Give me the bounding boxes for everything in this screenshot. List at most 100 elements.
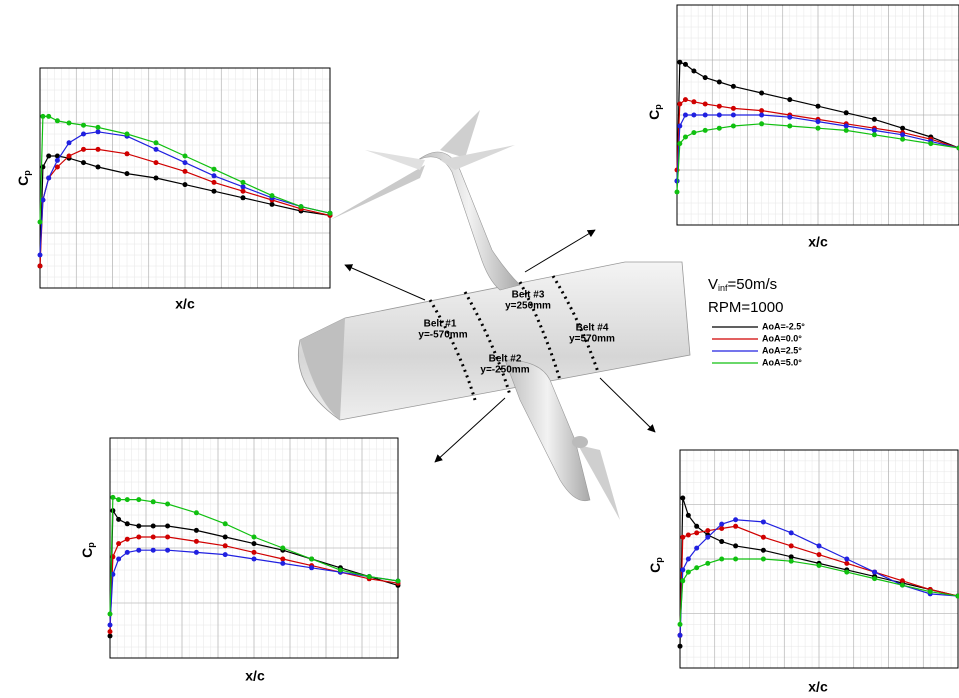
cp-point: [844, 110, 849, 115]
cp-point: [212, 167, 217, 172]
cp-point: [717, 104, 722, 109]
cp-point: [761, 519, 766, 524]
cp-point: [108, 634, 113, 639]
belt-name: Belt #1: [424, 319, 457, 330]
cp-point: [223, 535, 228, 540]
belt-name: Belt #4: [576, 323, 609, 334]
cp-point: [136, 497, 141, 502]
cp-point: [165, 548, 170, 553]
cp-point: [125, 171, 130, 176]
cp-point: [165, 535, 170, 540]
cp-point: [680, 495, 685, 500]
cp-point: [678, 644, 683, 649]
cp-point: [731, 106, 736, 111]
cp-point: [817, 543, 822, 548]
cp-point: [678, 622, 683, 627]
cp-point: [717, 80, 722, 85]
cp-point: [125, 497, 130, 502]
cp-point: [759, 113, 764, 118]
cp-point: [55, 158, 60, 163]
cp-point: [241, 195, 246, 200]
cp-point: [683, 97, 688, 102]
cp-point: [705, 561, 710, 566]
belt-name: Belt #3: [512, 290, 545, 301]
cp-point: [183, 169, 188, 174]
cp-point: [928, 589, 933, 594]
cp-point: [38, 264, 43, 269]
cp-point: [731, 84, 736, 89]
cp-point: [789, 554, 794, 559]
cp-point: [270, 202, 275, 207]
cp-point: [252, 535, 257, 540]
cp-point: [46, 114, 51, 119]
cp-point: [787, 115, 792, 120]
cp-point: [151, 548, 156, 553]
y-axis-label-sub: p: [654, 557, 664, 563]
cp-point: [223, 521, 228, 526]
cp-point: [241, 180, 246, 185]
cp-point: [680, 578, 685, 583]
y-axis-label-sub: p: [22, 170, 32, 176]
x-axis-label: x/c: [245, 668, 265, 684]
cp-point: [125, 521, 130, 526]
cp-point: [96, 147, 101, 152]
cp-point: [125, 132, 130, 137]
cp-point: [900, 578, 905, 583]
cp-point: [67, 121, 72, 126]
cp-point: [686, 513, 691, 518]
cp-point: [367, 574, 372, 579]
y-axis-label-base: C: [646, 110, 662, 120]
cp-point: [816, 104, 821, 109]
cp-point: [680, 567, 685, 572]
y-axis-label-base: C: [79, 548, 95, 558]
legend-label: AoA=0.0°: [762, 333, 802, 343]
cp-point: [154, 140, 159, 145]
cp-point: [252, 557, 257, 562]
cp-point: [396, 579, 401, 584]
cp-point: [686, 533, 691, 538]
cp-point: [194, 510, 199, 515]
cp-point: [125, 550, 130, 555]
cp-point: [691, 99, 696, 104]
cp-point: [81, 160, 86, 165]
cp-point: [675, 190, 680, 195]
cp-point: [872, 576, 877, 581]
cp-point: [183, 154, 188, 159]
cp-point: [686, 557, 691, 562]
cp-point: [733, 557, 738, 562]
cp-point: [309, 565, 314, 570]
cp-point: [241, 189, 246, 194]
cp-point: [183, 160, 188, 165]
cp-point: [678, 633, 683, 638]
cp-point: [733, 543, 738, 548]
cp-point: [154, 176, 159, 181]
cp-point: [96, 165, 101, 170]
cp-point: [719, 526, 724, 531]
cp-point: [816, 126, 821, 131]
cp-point: [165, 502, 170, 507]
cp-point: [733, 517, 738, 522]
cp-point: [116, 541, 121, 546]
cp-point: [759, 108, 764, 113]
cp-point: [759, 91, 764, 96]
cp-point: [38, 220, 43, 225]
y-axis-label: Cp: [647, 557, 665, 573]
cp-point: [844, 570, 849, 575]
cp-point: [691, 69, 696, 74]
cp-point: [165, 524, 170, 529]
belt-position: y=250mm: [505, 301, 551, 312]
cp-point: [733, 524, 738, 529]
cp-point: [872, 128, 877, 133]
cp-point: [816, 119, 821, 124]
cp-point: [116, 557, 121, 562]
cp-point: [280, 557, 285, 562]
cp-point: [691, 113, 696, 118]
cp-point: [844, 124, 849, 129]
cp-point: [212, 189, 217, 194]
cp-point: [280, 561, 285, 566]
cp-point: [110, 495, 115, 500]
cp-point: [900, 126, 905, 131]
y-axis-label: Cp: [646, 104, 664, 120]
cp-point: [759, 121, 764, 126]
legend-label: AoA=-2.5°: [762, 321, 805, 331]
